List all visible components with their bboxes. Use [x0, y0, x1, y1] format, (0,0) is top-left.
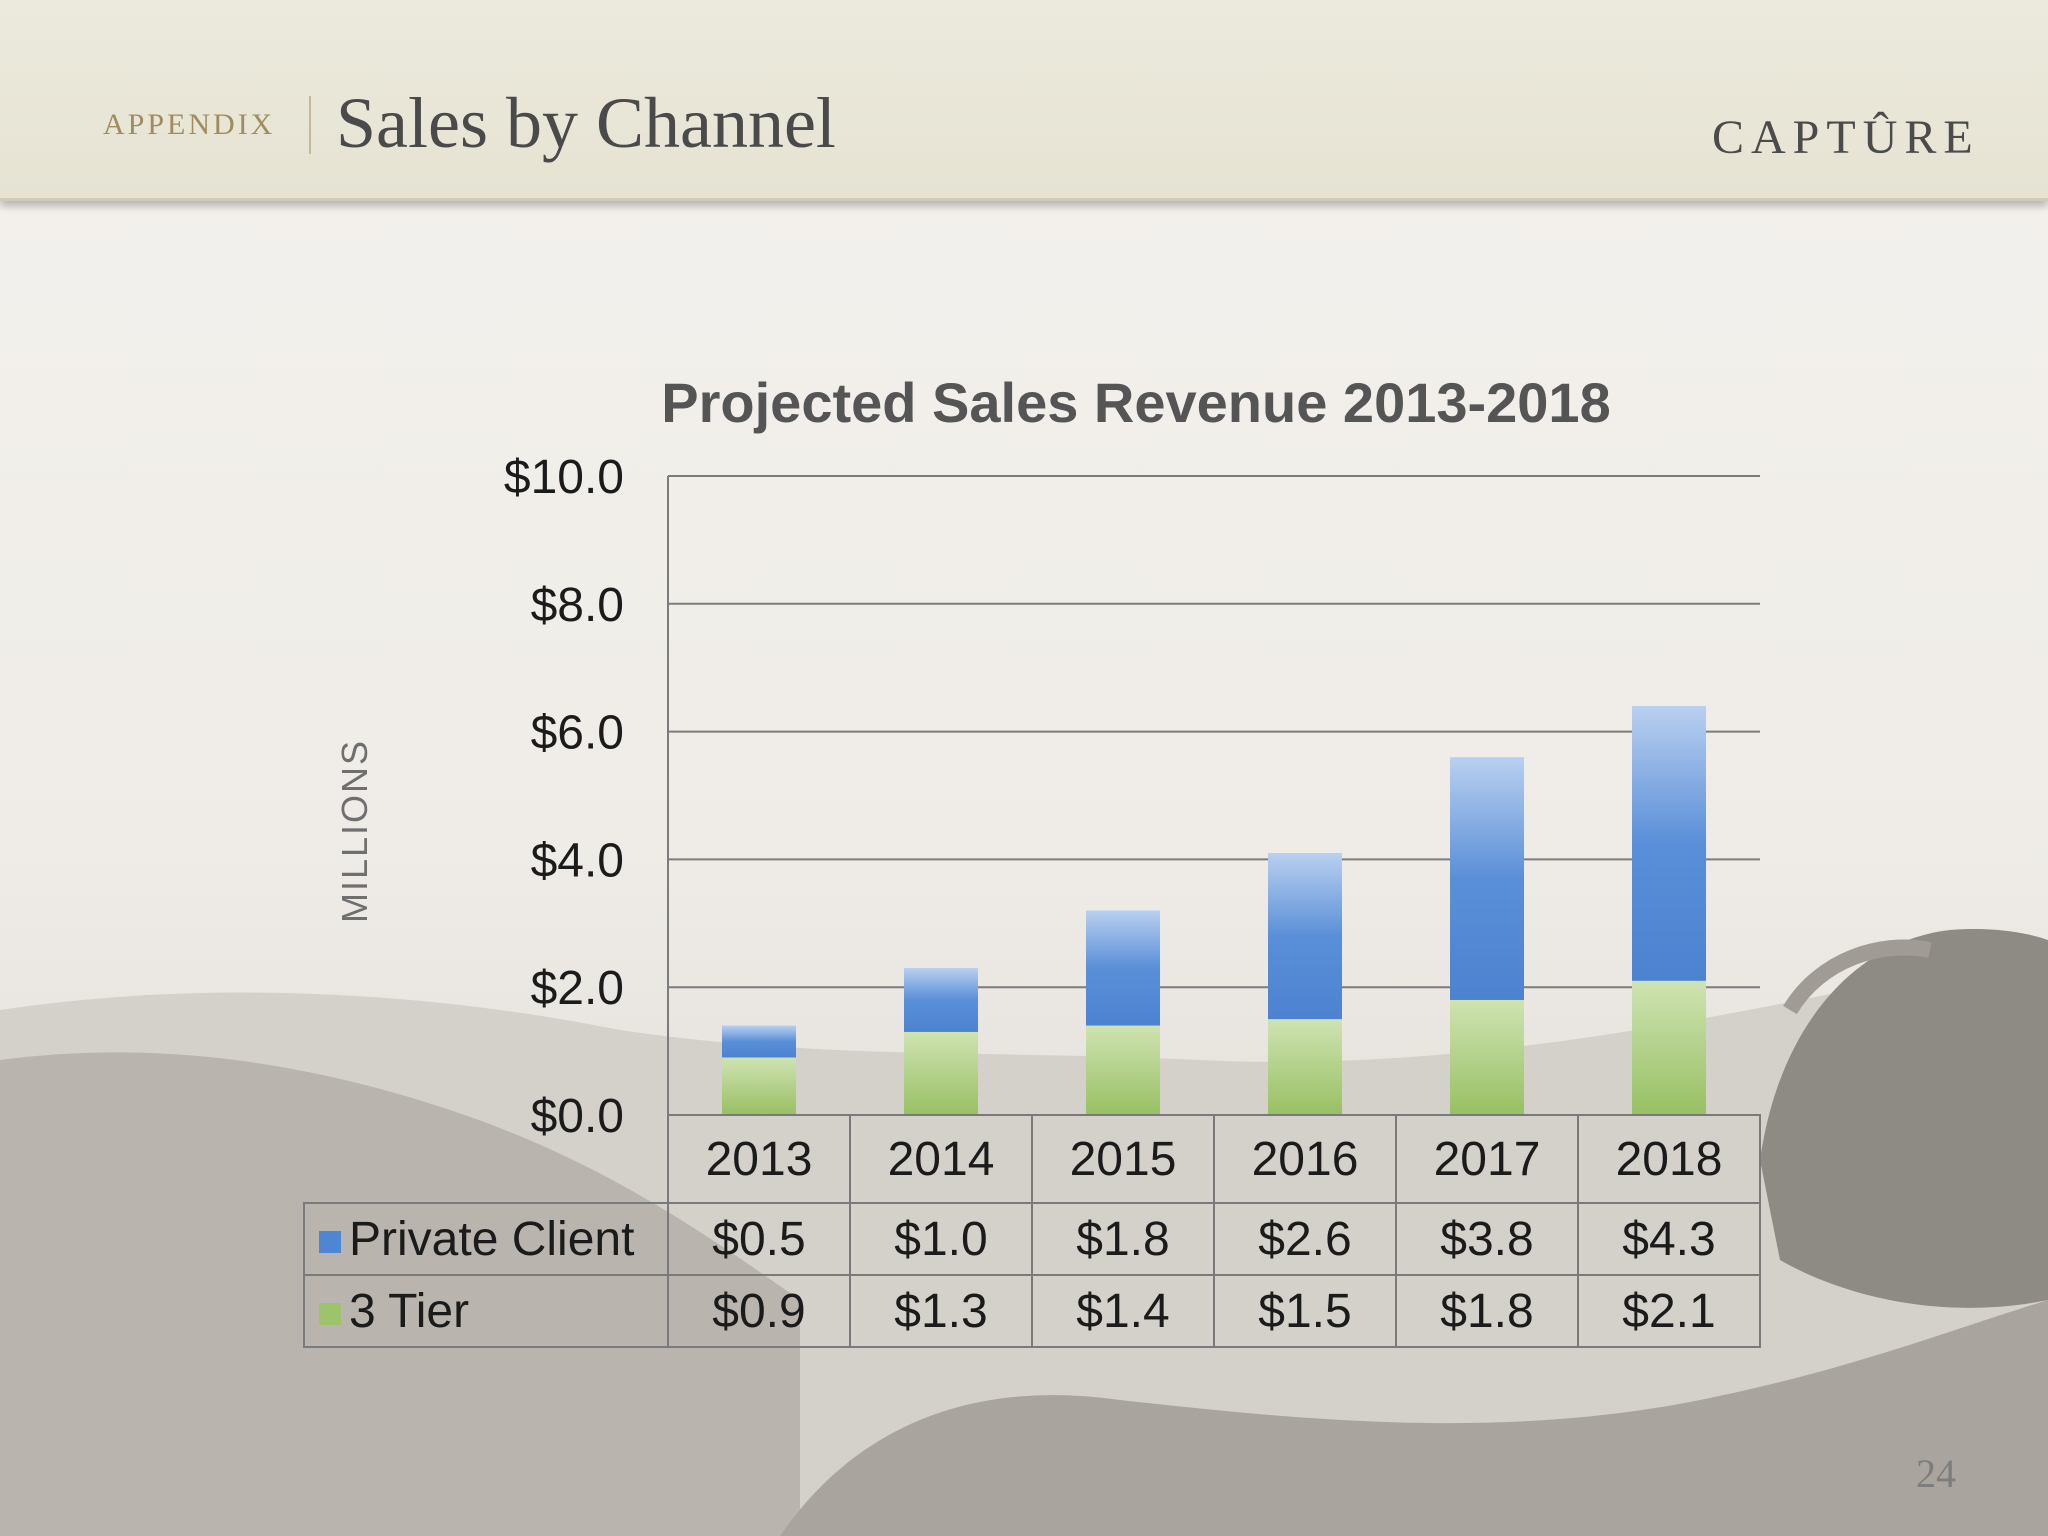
value-cell: $4.3 [1577, 1202, 1761, 1276]
legend-3-tier: 3 Tier [303, 1274, 669, 1348]
y-tick-label: $4.0 [531, 834, 624, 887]
value-cell: $1.8 [1031, 1202, 1215, 1276]
bar-3-tier [1632, 980, 1706, 1115]
table-corner [304, 1115, 668, 1203]
table-row-private-client: Private Client $0.5 $1.0 $1.8 $2.6 $3.8 … [303, 1202, 1761, 1276]
bar-3-tier [1450, 999, 1524, 1115]
bar-3-tier [1268, 1019, 1342, 1115]
value-cell: $2.6 [1213, 1202, 1397, 1276]
slide-header: APPENDIX Sales by Channel CAPTÛRE [0, 0, 2048, 201]
chart-title: Projected Sales Revenue 2013-2018 [661, 371, 1611, 434]
legend-label: 3 Tier [349, 1284, 470, 1338]
table-row-3-tier: 3 Tier $0.9 $1.3 $1.4 $1.5 $1.8 $2.1 [303, 1274, 1761, 1348]
legend-private-client: Private Client [303, 1202, 669, 1276]
value-cell: $1.3 [849, 1274, 1033, 1348]
bar-private-client [904, 968, 978, 1032]
year-cell: 2017 [1395, 1114, 1579, 1204]
value-cell: $1.0 [849, 1202, 1033, 1276]
bar-3-tier [722, 1057, 796, 1115]
y-tick-label: $0.0 [531, 1090, 624, 1143]
legend-swatch-green [319, 1302, 341, 1325]
page-number: 24 [1916, 1451, 1956, 1496]
data-table: 2013 2014 2015 2016 2017 2018 Private Cl… [303, 1114, 1761, 1348]
y-tick-label: $6.0 [531, 707, 624, 760]
value-cell: $0.5 [667, 1202, 851, 1276]
year-cell: 2015 [1031, 1114, 1215, 1204]
legend-label: Private Client [349, 1212, 635, 1266]
value-cell: $0.9 [667, 1274, 851, 1348]
bar-3-tier [904, 1031, 978, 1115]
value-cell: $1.8 [1395, 1274, 1579, 1348]
bar-private-client [1268, 853, 1342, 1020]
bar-3-tier [1086, 1025, 1160, 1115]
value-cell: $2.1 [1577, 1274, 1761, 1348]
value-cell: $3.8 [1395, 1202, 1579, 1276]
title-divider [309, 96, 311, 154]
value-cell: $1.4 [1031, 1274, 1215, 1348]
year-cell: 2016 [1213, 1114, 1397, 1204]
page-title: Sales by Channel [336, 83, 836, 163]
table-header-row: 2013 2014 2015 2016 2017 2018 [304, 1114, 1761, 1204]
bar-private-client [1632, 706, 1706, 981]
bar-private-client [722, 1025, 796, 1058]
y-tick-label: $2.0 [531, 962, 624, 1015]
bar-private-client [1450, 757, 1524, 1000]
value-cell: $1.5 [1213, 1274, 1397, 1348]
y-tick-label: $8.0 [531, 579, 624, 632]
brand-logo: CAPTÛRE [1712, 111, 1980, 164]
section-label: APPENDIX [103, 108, 276, 141]
year-cell: 2014 [849, 1114, 1033, 1204]
year-cell: 2018 [1577, 1114, 1761, 1204]
legend-swatch-blue [319, 1230, 341, 1253]
y-tick-label: $10.0 [504, 451, 624, 504]
bar-private-client [1086, 910, 1160, 1026]
year-cell: 2013 [667, 1114, 851, 1204]
